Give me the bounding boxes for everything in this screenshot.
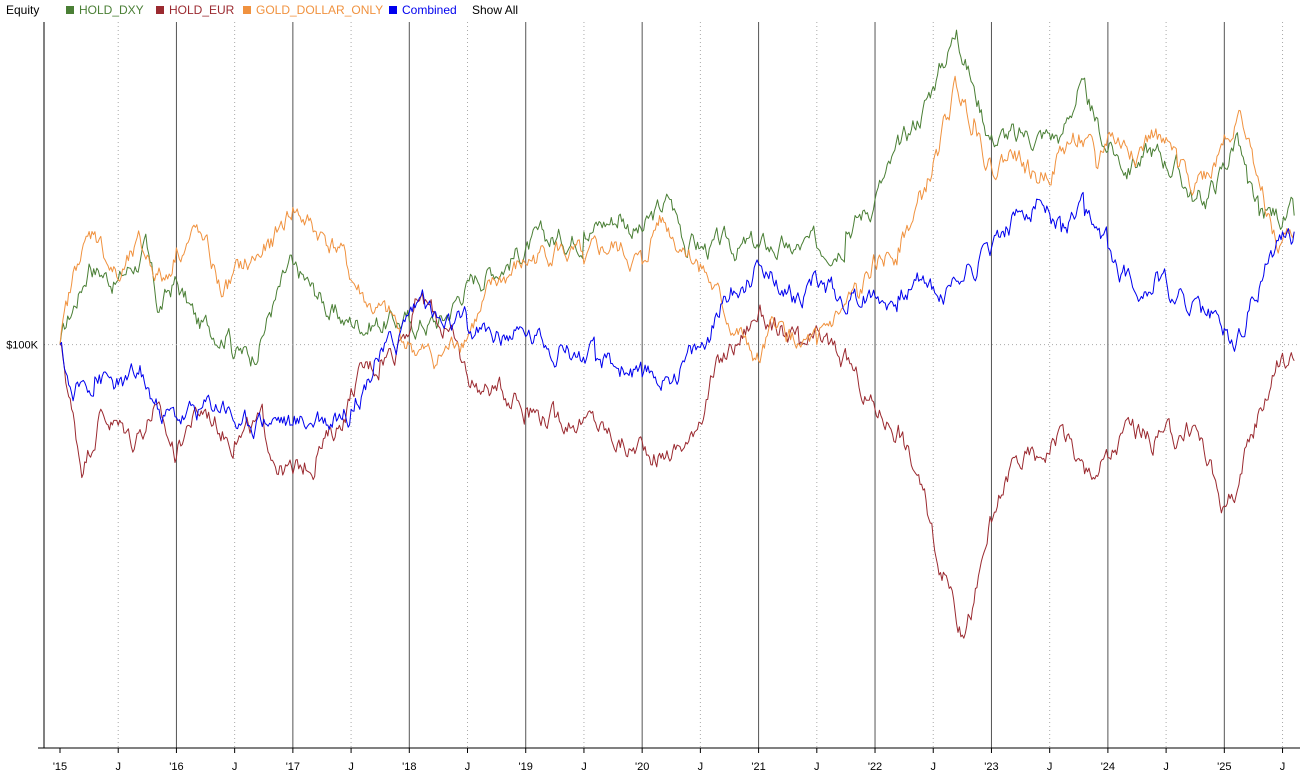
series-line-combined	[59, 191, 1295, 440]
x-tick-label: J	[465, 761, 471, 773]
x-tick-label: J	[1163, 761, 1169, 773]
legend-label-hold-eur: HOLD_EUR	[169, 3, 235, 17]
legend-item-hold-eur[interactable]: HOLD_EUR	[156, 0, 234, 20]
legend-swatch-hold-eur	[156, 6, 164, 14]
legend-label-gold-dollar-only: GOLD_DOLLAR_ONLY	[256, 3, 384, 17]
x-tick-label: J	[581, 761, 587, 773]
legend-swatch-gold-dollar-only	[243, 6, 251, 14]
x-tick-label: '17	[286, 761, 300, 773]
x-tick-label: J	[232, 761, 238, 773]
x-tick-label: J	[115, 761, 121, 773]
y-tick-labels: $100K	[6, 340, 38, 352]
x-tick-label: J	[698, 761, 704, 773]
show-all-button[interactable]: Show All	[472, 3, 519, 17]
axes	[38, 22, 1300, 749]
x-tick-label: '18	[402, 761, 416, 773]
x-tick-label: '22	[868, 761, 882, 773]
series-layer	[59, 29, 1295, 639]
legend-item-gold-dollar-only[interactable]: GOLD_DOLLAR_ONLY	[243, 0, 383, 20]
y-tick-label: $100K	[6, 340, 38, 352]
legend: Equity HOLD_DXY HOLD_EUR GOLD_DOLLAR_ONL…	[0, 0, 1308, 20]
legend-swatch-combined	[389, 6, 397, 14]
x-tick-label: '19	[519, 761, 533, 773]
legend-title: Equity	[6, 3, 40, 17]
series-line-hold-dxy	[59, 29, 1295, 367]
x-tick-label: J	[930, 761, 936, 773]
legend-label-hold-dxy: HOLD_DXY	[79, 3, 144, 17]
x-tick-label: J	[814, 761, 820, 773]
x-tick-label: '24	[1101, 761, 1115, 773]
x-tick-label: J	[1047, 761, 1053, 773]
x-tick-labels: '15 J '16 J '17 J '18 J '19 J '20 J '21 J '22 J '23 J '24 J…	[53, 748, 1285, 773]
series-line-hold-eur	[59, 292, 1295, 639]
grid-lines	[44, 22, 1300, 748]
x-tick-label: '23	[984, 761, 998, 773]
legend-item-hold-dxy[interactable]: HOLD_DXY	[66, 0, 144, 20]
x-tick-label: '16	[169, 761, 183, 773]
series-line-gold-dollar-only	[59, 75, 1295, 370]
legend-item-combined[interactable]: Combined	[389, 0, 457, 20]
legend-swatch-hold-dxy	[66, 6, 74, 14]
x-tick-label: '20	[635, 761, 649, 773]
x-tick-label: J	[348, 761, 354, 773]
x-tick-label: '15	[53, 761, 67, 773]
legend-label-combined: Combined	[402, 3, 457, 17]
x-tick-label: '25	[1217, 761, 1231, 773]
x-tick-label: J	[1280, 761, 1286, 773]
x-tick-label: '21	[751, 761, 765, 773]
